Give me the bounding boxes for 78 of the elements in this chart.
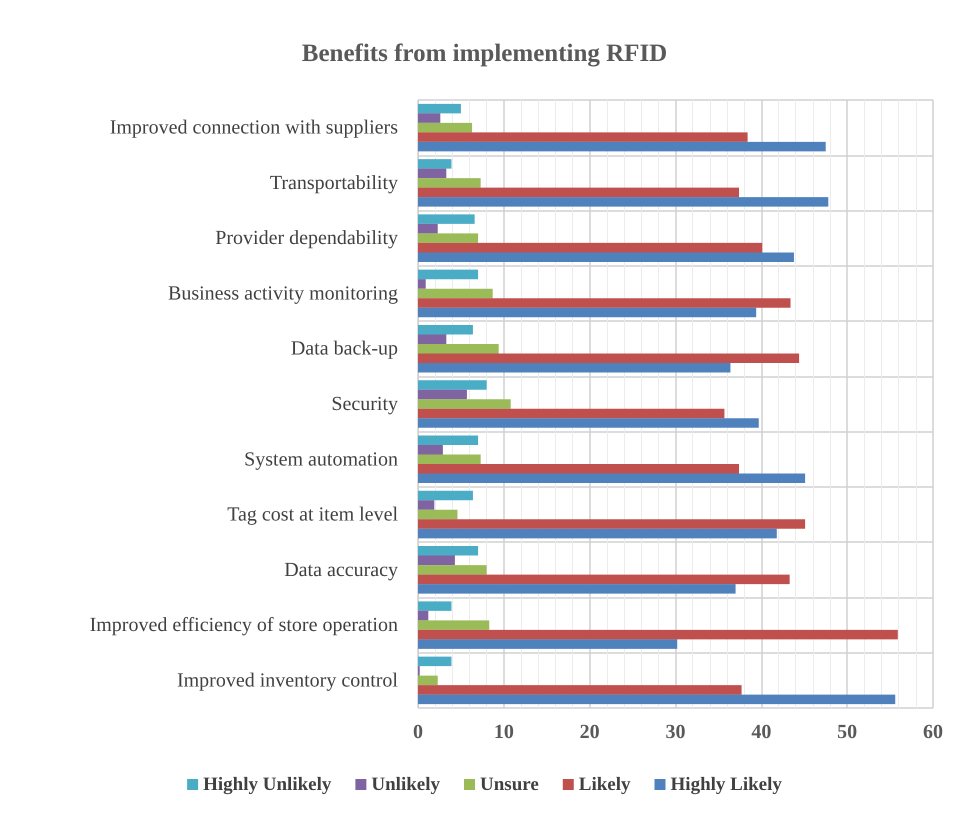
bar — [418, 104, 461, 114]
bar — [418, 334, 446, 344]
legend-label: Likely — [578, 774, 632, 795]
bar — [418, 122, 472, 132]
x-tick-label: 0 — [413, 721, 423, 743]
bar — [418, 113, 440, 123]
bar — [418, 500, 434, 510]
bar — [418, 168, 446, 178]
bar — [418, 242, 762, 252]
bar — [418, 214, 475, 224]
bar — [418, 584, 736, 594]
bar — [418, 159, 452, 169]
bar — [418, 630, 898, 640]
bar — [418, 390, 467, 400]
y-tick-label: Tag cost at item level — [227, 504, 398, 526]
legend-label: Highly Unlikely — [203, 774, 332, 795]
y-tick-label: Data accuracy — [284, 558, 398, 581]
bar — [418, 546, 478, 556]
x-tick-label: 20 — [580, 721, 600, 743]
bar — [418, 510, 458, 520]
legend-label: Unsure — [480, 774, 539, 795]
bar — [418, 142, 826, 152]
y-tick-label: Data back-up — [290, 338, 398, 360]
bar — [418, 380, 487, 390]
x-tick-label: 10 — [494, 721, 514, 743]
x-tick-label: 50 — [837, 721, 858, 743]
bar — [418, 639, 678, 649]
bar — [418, 224, 438, 234]
bar — [418, 454, 481, 464]
legend-label: Highly Likely — [670, 774, 782, 795]
bar — [418, 436, 478, 446]
bar — [418, 676, 438, 686]
bar — [418, 474, 806, 484]
bar — [418, 399, 511, 409]
bar — [418, 252, 794, 262]
bar — [418, 362, 730, 372]
bar — [418, 519, 806, 529]
bar — [418, 685, 742, 695]
bar — [418, 574, 790, 584]
bar — [418, 656, 452, 666]
bar — [418, 132, 748, 142]
y-tick-label: Business activity monitoring — [168, 282, 398, 304]
bar — [418, 445, 443, 455]
bar — [418, 288, 493, 298]
bar — [418, 601, 452, 611]
bar — [418, 620, 490, 630]
bar — [418, 556, 455, 566]
bar — [418, 279, 426, 289]
bar — [418, 324, 473, 334]
bar — [418, 528, 777, 538]
bar — [418, 178, 481, 188]
y-tick-label: Improved efficiency of store operation — [90, 614, 398, 636]
bar — [418, 188, 740, 198]
bar — [418, 694, 896, 704]
bar — [418, 418, 759, 428]
y-tick-label: System automation — [244, 448, 398, 470]
bar — [418, 233, 478, 243]
bar — [418, 270, 478, 280]
x-tick-label: 40 — [751, 721, 772, 743]
y-tick-label: Improved connection with suppliers — [110, 116, 398, 139]
bar — [418, 344, 499, 354]
bar — [418, 464, 740, 474]
bar — [418, 565, 487, 575]
bar — [418, 610, 428, 620]
bar — [418, 308, 756, 318]
y-tick-label: Provider dependability — [215, 227, 398, 250]
bar — [418, 490, 473, 500]
bar — [418, 298, 791, 308]
x-tick-label: 60 — [923, 721, 943, 743]
bar — [418, 408, 724, 418]
y-tick-label: Improved inventory control — [176, 669, 398, 692]
chart-title: Benefits from implementing RFID — [302, 40, 668, 67]
y-tick-label: Security — [331, 393, 398, 415]
x-tick-label: 30 — [666, 721, 686, 743]
legend-label: Unlikely — [371, 774, 441, 795]
bar — [418, 197, 828, 207]
y-tick-label: Transportability — [270, 172, 398, 194]
bar — [418, 353, 800, 363]
